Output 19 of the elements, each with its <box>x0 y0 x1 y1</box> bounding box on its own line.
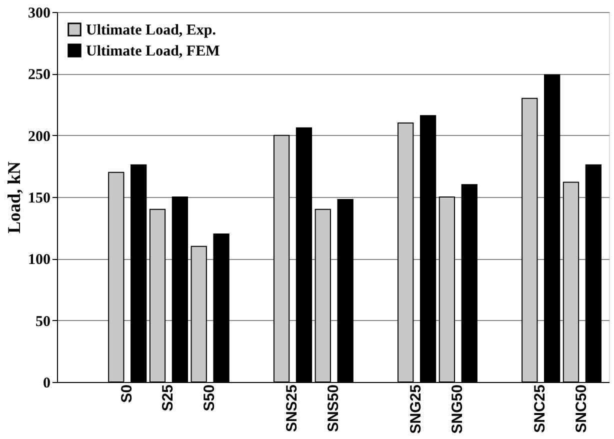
y-tick-label: 250 <box>28 67 50 84</box>
y-tick-label: 100 <box>28 252 50 268</box>
x-tick-label: S50 <box>200 384 218 412</box>
legend-label: Ultimate Load, Exp. <box>86 22 216 38</box>
y-tick-label: 300 <box>28 6 50 22</box>
y-tick-label: 0 <box>43 376 50 392</box>
legend-label: Ultimate Load, FEM <box>86 44 220 60</box>
x-tick-label: SNC50 <box>573 384 590 433</box>
x-tick-label: S0 <box>118 384 136 403</box>
y-tick-label: 50 <box>36 314 50 330</box>
x-tick-label: SNG25 <box>408 384 425 434</box>
y-tick-label: 200 <box>28 128 50 145</box>
x-tick-label: SNC25 <box>532 384 549 433</box>
x-tick-label: SNG50 <box>449 384 466 434</box>
y-axis-title: Load, kN <box>4 161 24 234</box>
x-tick-label: SNS50 <box>325 384 342 432</box>
x-tick-label: SNS25 <box>284 384 301 432</box>
y-tick-label: 150 <box>28 190 50 206</box>
x-tick-label: S25 <box>160 384 177 412</box>
